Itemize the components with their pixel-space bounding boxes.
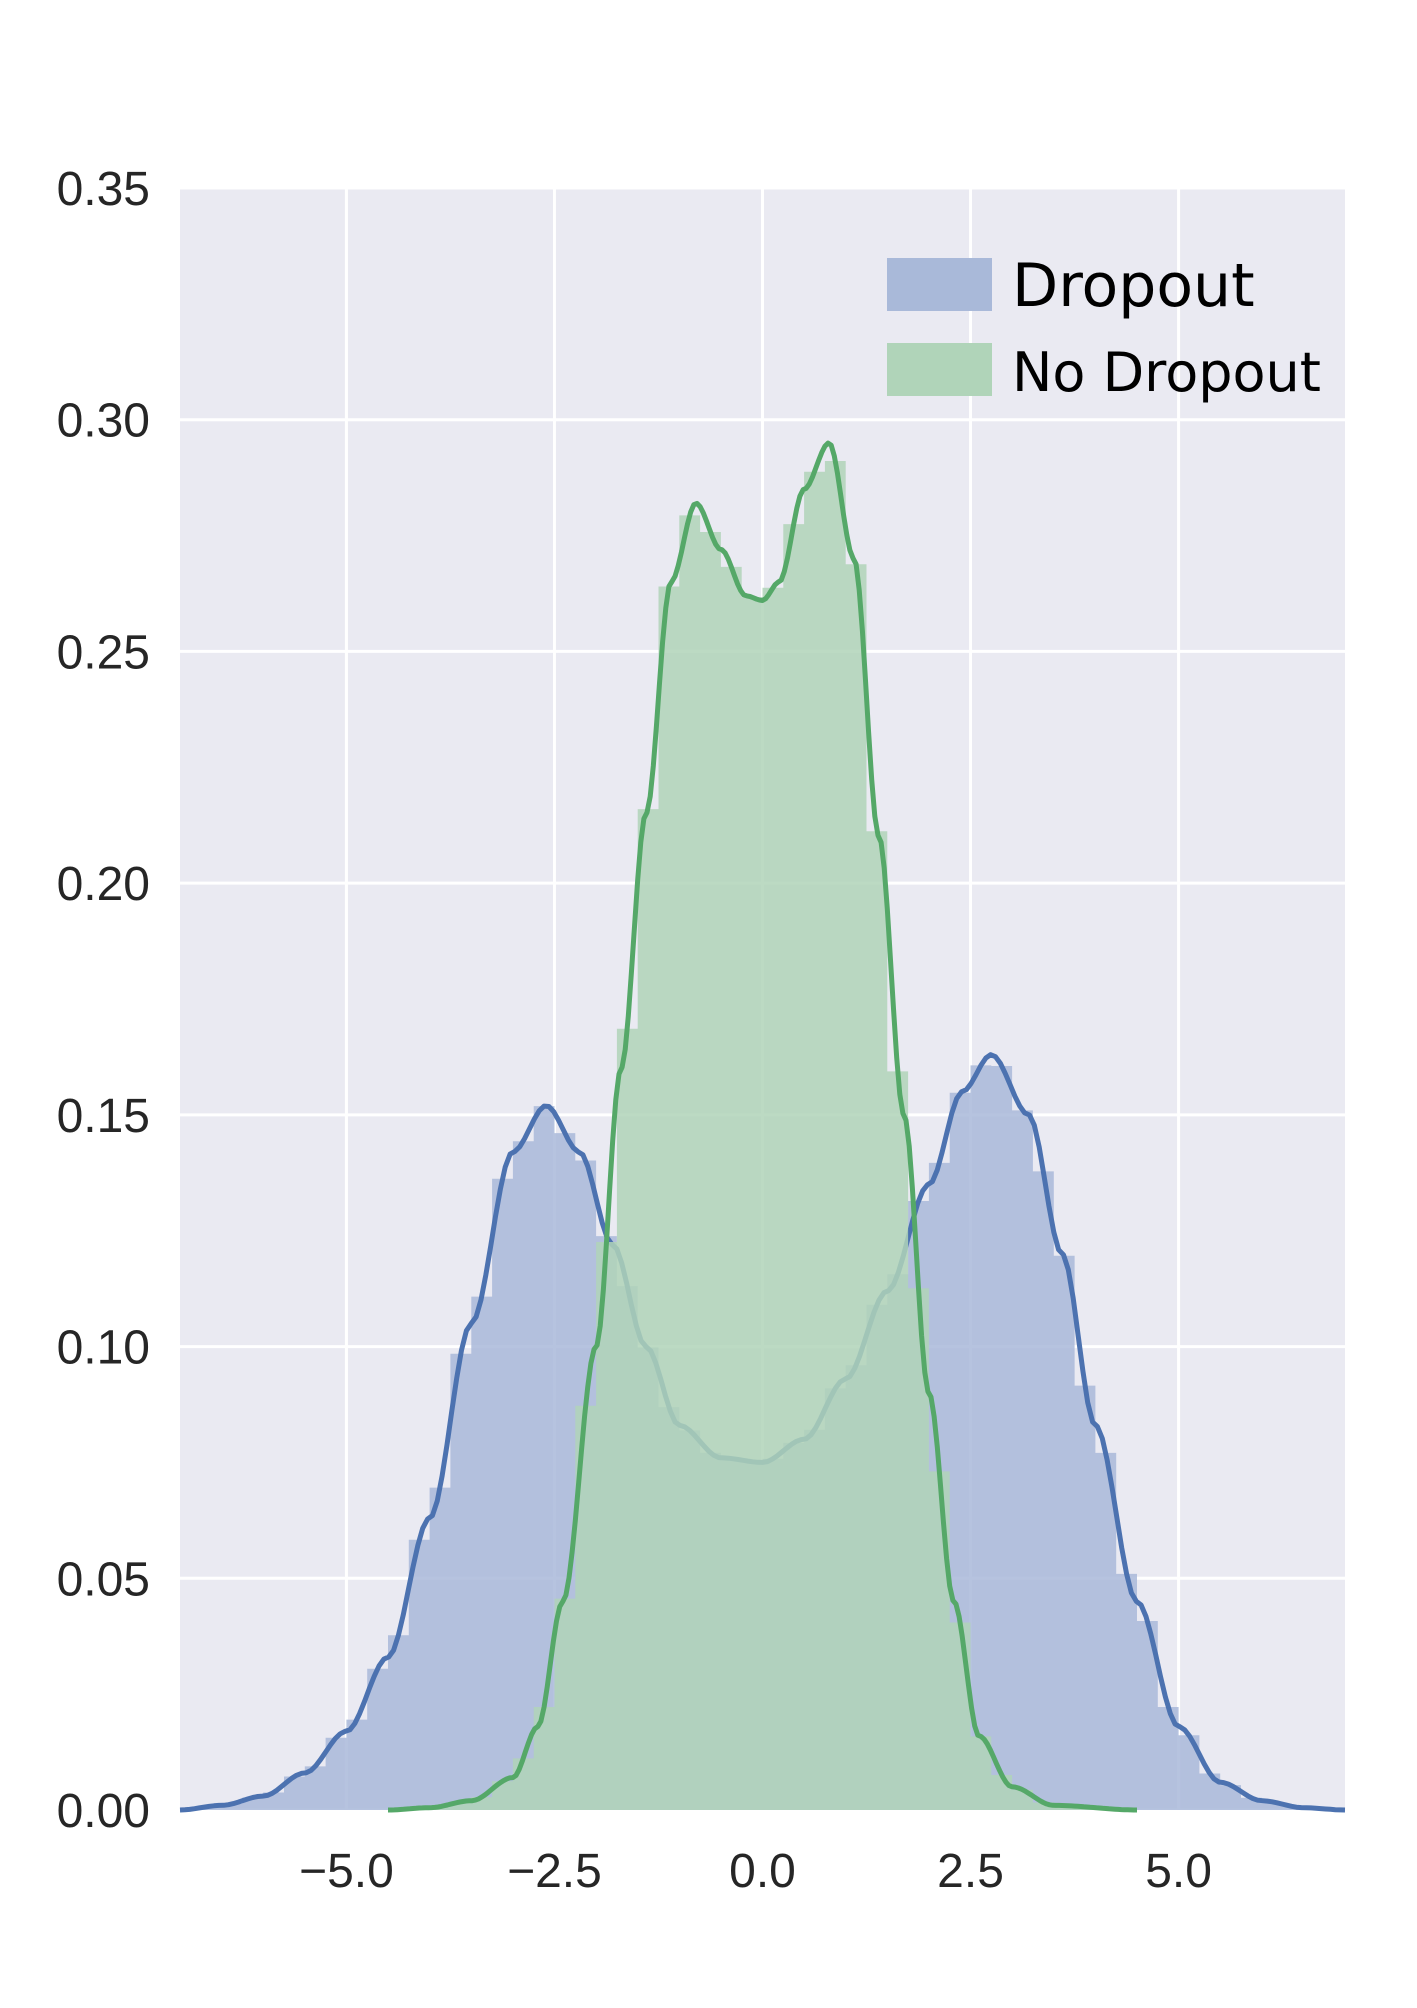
y-tick-label: 0.20 bbox=[57, 858, 150, 911]
y-tick-label: 0.05 bbox=[57, 1553, 150, 1606]
y-tick-label: 0.35 bbox=[57, 163, 150, 216]
legend-swatch bbox=[887, 258, 992, 311]
histogram-dropout bbox=[180, 1065, 1345, 1810]
legend: Dropout No Dropout bbox=[887, 251, 1321, 404]
legend-swatch bbox=[887, 343, 992, 396]
kde-line-no-dropout bbox=[388, 440, 1137, 1813]
legend-item-no-dropout: No Dropout bbox=[887, 341, 1321, 404]
series-no-dropout bbox=[388, 440, 1137, 1813]
series-layer bbox=[179, 440, 1346, 1813]
legend-label: No Dropout bbox=[1012, 341, 1321, 404]
y-tick-label: 0.15 bbox=[57, 1090, 150, 1143]
y-tick-label: 0.00 bbox=[57, 1785, 150, 1838]
x-tick-label: 0.0 bbox=[729, 1845, 796, 1898]
x-tick-label: 5.0 bbox=[1145, 1845, 1212, 1898]
legend-label: Dropout bbox=[1012, 251, 1255, 321]
legend-item-dropout: Dropout bbox=[887, 251, 1255, 321]
y-tick-label: 0.30 bbox=[57, 395, 150, 448]
x-tick-label: −2.5 bbox=[507, 1845, 602, 1898]
y-tick-label: 0.10 bbox=[57, 1322, 150, 1375]
x-tick-label: −5.0 bbox=[299, 1845, 394, 1898]
x-tick-label: 2.5 bbox=[937, 1845, 1004, 1898]
axis-labels: −5.0 −2.5 0.0 2.5 5.0 0.00 0.05 0.10 0.15 0.20 0.2… bbox=[57, 163, 1212, 1898]
y-tick-label: 0.25 bbox=[57, 626, 150, 679]
histogram-no-dropout bbox=[388, 461, 1137, 1810]
